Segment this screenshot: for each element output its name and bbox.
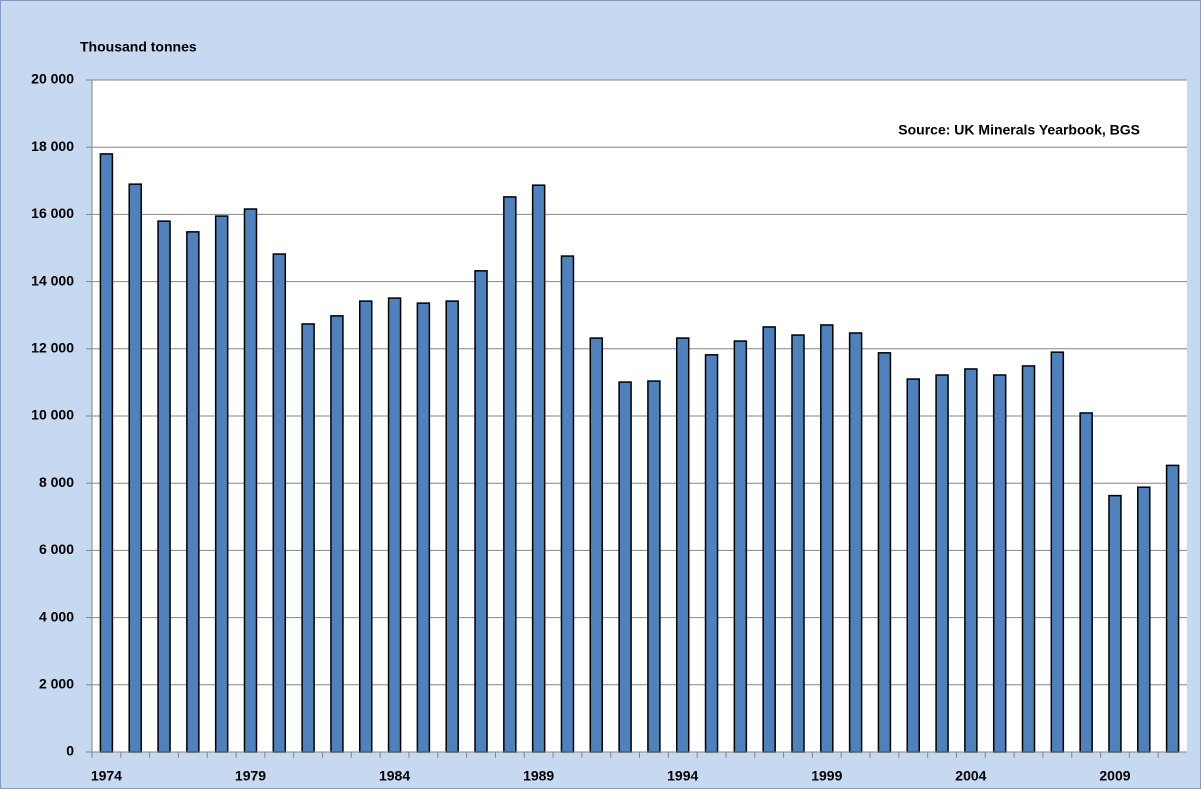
bar <box>330 315 344 753</box>
bar <box>531 184 546 753</box>
bar <box>791 334 805 753</box>
annotation: Source: UK Minerals Yearbook, BGS <box>898 122 1140 138</box>
y-tick-label: 6 000 <box>39 541 74 557</box>
y-tick-label: 16 000 <box>31 205 74 221</box>
bar <box>272 253 287 753</box>
bar <box>387 297 402 753</box>
bar <box>503 196 517 753</box>
x-tick-label: 1989 <box>523 768 554 784</box>
y-tick-label: 8 000 <box>39 474 74 490</box>
bar <box>935 374 949 753</box>
bar <box>1021 365 1036 753</box>
bar <box>1137 486 1151 753</box>
y-tick-label: 4 000 <box>39 608 74 624</box>
bar <box>589 337 604 753</box>
bar <box>474 270 488 753</box>
y-tick-label: 20 000 <box>31 71 74 87</box>
bar <box>1108 494 1122 753</box>
y-axis-label: Thousand tonnes <box>80 39 197 55</box>
y-tick-label: 14 000 <box>31 272 74 288</box>
bar <box>99 153 114 753</box>
x-tick-label: 1994 <box>667 768 698 784</box>
bar <box>1165 464 1180 753</box>
bar <box>186 231 200 753</box>
y-tick-label: 0 <box>66 743 74 759</box>
bar <box>877 352 892 753</box>
bar <box>359 300 373 753</box>
bar <box>560 255 575 753</box>
x-tick-label: 2009 <box>1099 768 1130 784</box>
bar <box>647 380 661 753</box>
bar <box>157 220 171 753</box>
bar <box>214 215 229 753</box>
bar <box>733 340 748 753</box>
x-tick-label: 2004 <box>955 768 986 784</box>
bar <box>964 368 978 753</box>
bar <box>675 337 690 753</box>
bar <box>1050 351 1065 753</box>
bar <box>618 381 632 753</box>
bar <box>848 332 863 753</box>
bar <box>416 302 431 753</box>
bar <box>1079 412 1093 753</box>
y-tick-label: 18 000 <box>31 138 74 154</box>
bar <box>820 324 834 753</box>
bar <box>906 378 920 753</box>
x-tick-label: 1979 <box>235 768 266 784</box>
bar <box>301 323 315 753</box>
bar <box>445 300 459 753</box>
bar <box>243 208 258 753</box>
bar <box>992 374 1007 753</box>
y-tick-label: 10 000 <box>31 407 74 423</box>
bar <box>762 326 776 753</box>
x-tick-label: 1984 <box>379 768 410 784</box>
x-tick-label: 1974 <box>91 768 122 784</box>
y-tick-label: 2 000 <box>39 676 74 692</box>
bar <box>704 354 719 753</box>
y-tick-label: 12 000 <box>31 340 74 356</box>
bar <box>128 183 142 753</box>
x-tick-label: 1999 <box>811 768 842 784</box>
